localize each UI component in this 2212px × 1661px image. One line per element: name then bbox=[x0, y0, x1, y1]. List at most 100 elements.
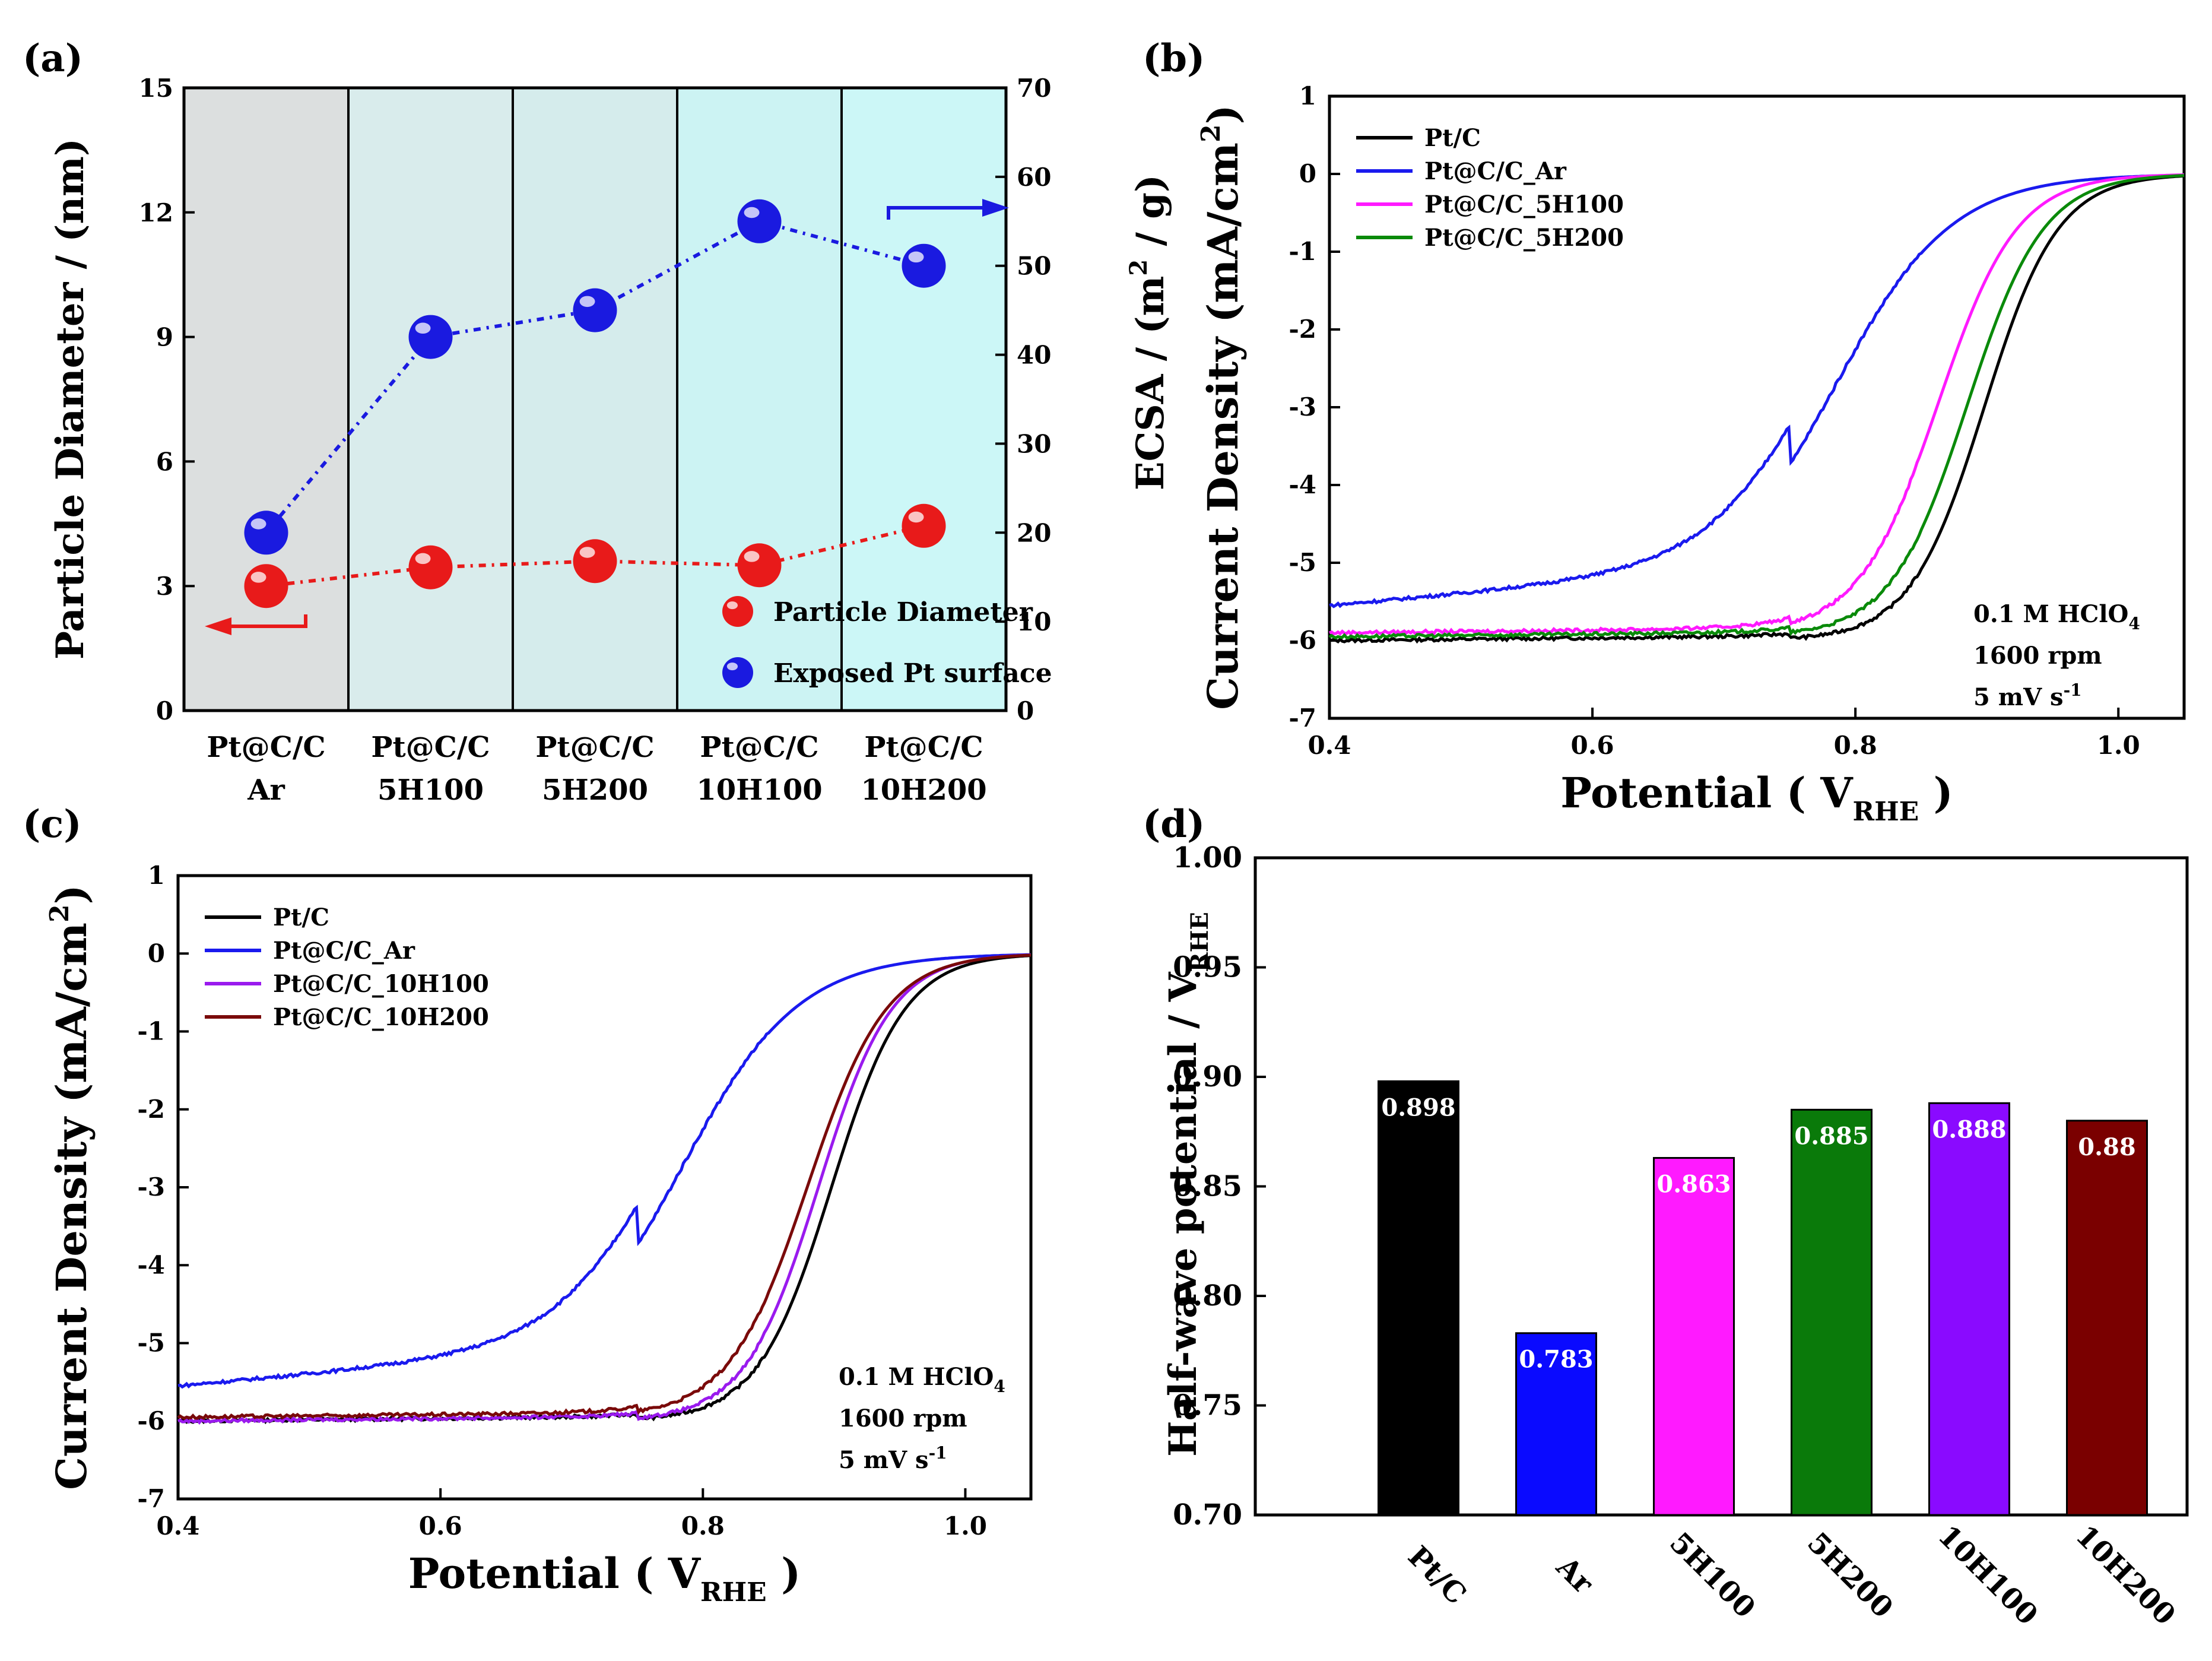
data-point bbox=[408, 545, 453, 589]
panel-b: (b) 1 0 -1 -2 -3 -4 -5 -6 -70.4 0.6 0.8 1.0 Potential… bbox=[1143, 36, 2186, 827]
y-tick-label: -4 bbox=[137, 1250, 165, 1279]
bar-value-label: 0.885 bbox=[1794, 1122, 1868, 1150]
annotation: 1600 rpm bbox=[1973, 642, 2102, 670]
y-tick-label: 0 bbox=[148, 939, 165, 968]
y-tick-label: 6 bbox=[156, 447, 173, 476]
bar-value-label: 0.783 bbox=[1519, 1346, 1593, 1374]
y-tick-label: -5 bbox=[1289, 548, 1316, 577]
data-point bbox=[573, 288, 617, 332]
annotation: 5 mV s-1 bbox=[839, 1443, 947, 1474]
x-tick-label: 0.4 bbox=[156, 1511, 199, 1540]
y-tick-label: -1 bbox=[1289, 237, 1316, 266]
bar bbox=[1791, 1108, 1873, 1516]
data-point-highlight bbox=[415, 322, 431, 334]
x-tick-label: 1.0 bbox=[944, 1511, 987, 1540]
series-line bbox=[266, 524, 925, 588]
y-tick-label: -1 bbox=[137, 1017, 165, 1046]
series-line bbox=[265, 219, 925, 534]
y-tick-label: 0.95 bbox=[1173, 951, 1242, 984]
bar bbox=[1653, 1157, 1735, 1516]
data-point-highlight bbox=[744, 207, 760, 218]
data-point-highlight bbox=[744, 551, 760, 562]
y2-tick-label: 70 bbox=[1017, 74, 1051, 103]
series-curve bbox=[1329, 174, 2185, 644]
x-tick-label: 0.6 bbox=[1571, 731, 1614, 760]
y-axis-label: Current Density (mA/cm2) bbox=[1196, 104, 1248, 710]
y-tick-label: 1 bbox=[1299, 81, 1316, 110]
x-tick-label: Pt@C/C bbox=[371, 731, 490, 764]
bar-value-label: 0.898 bbox=[1381, 1093, 1455, 1121]
x-tick-label: 1.0 bbox=[2097, 731, 2140, 760]
y2-tick-label: 10 bbox=[1017, 607, 1051, 636]
bar bbox=[2066, 1120, 2148, 1516]
y-tick-label: -6 bbox=[1289, 626, 1316, 655]
data-point bbox=[902, 243, 946, 288]
y-tick-label: 12 bbox=[139, 198, 173, 227]
data-point-highlight bbox=[415, 553, 431, 565]
x-tick-label: 5H200 bbox=[1801, 1526, 1899, 1625]
data-point bbox=[902, 503, 946, 548]
data-point bbox=[573, 539, 617, 584]
data-point bbox=[244, 564, 288, 608]
y2-tick-label: 20 bbox=[1017, 518, 1051, 547]
bar-value-label: 0.88 bbox=[2078, 1133, 2135, 1161]
data-point-highlight bbox=[908, 511, 924, 523]
data-point bbox=[737, 543, 782, 588]
band-2 bbox=[513, 88, 677, 711]
annotation: 0.1 M HClO4 bbox=[1973, 600, 2140, 633]
bar bbox=[1378, 1080, 1459, 1516]
left-arrowhead bbox=[205, 617, 231, 635]
bar bbox=[1928, 1102, 2010, 1516]
data-point-highlight bbox=[579, 296, 595, 308]
y2-tick-label: 50 bbox=[1017, 252, 1051, 281]
y2-tick-label: 30 bbox=[1017, 429, 1051, 458]
left-axis-arrow bbox=[226, 614, 307, 628]
x-tick-label: 0.4 bbox=[1307, 731, 1351, 760]
legend-label: Pt@C/C_Ar bbox=[273, 937, 415, 965]
y-tick-label: -5 bbox=[137, 1329, 165, 1358]
panel-label: (b) bbox=[1143, 36, 1205, 81]
series-curve bbox=[1328, 174, 2185, 640]
legend-label: Particle Diameter bbox=[773, 597, 1033, 627]
panel-a-label: (a) bbox=[23, 36, 83, 81]
y-axis-label: Current Density (mA/cm2) bbox=[45, 885, 96, 1490]
legend-marker-highlight bbox=[726, 601, 738, 610]
data-point-highlight bbox=[908, 251, 924, 263]
x-tick-label: 10H100 bbox=[1931, 1519, 2044, 1632]
panel-d-label: (d) bbox=[1143, 802, 1205, 847]
y-tick-label: -3 bbox=[137, 1172, 165, 1202]
y-tick-label: 0 bbox=[1299, 159, 1316, 188]
y2-axis-label: ECSA / (m2 / g) bbox=[1125, 175, 1173, 490]
legend-label: Pt@C/C_Ar bbox=[1424, 157, 1567, 185]
x-axis-label: Potential ( VRHE ) bbox=[408, 1549, 801, 1608]
legend-label: Pt/C bbox=[1424, 124, 1481, 152]
legend-marker bbox=[722, 596, 753, 627]
x-axis-label: Potential ( VRHE ) bbox=[1560, 768, 1953, 827]
y2-tick-label: 60 bbox=[1017, 163, 1051, 192]
y-axis-label: Half-wave potential / VRHE bbox=[1161, 912, 1214, 1457]
y-tick-label: 9 bbox=[156, 323, 173, 352]
series-curve bbox=[1329, 173, 2185, 608]
series-curve bbox=[177, 953, 1032, 1425]
y-tick-label: -6 bbox=[137, 1406, 165, 1435]
x-tick-label: Pt@C/C bbox=[864, 731, 983, 764]
x-tick-label: 5H200 bbox=[542, 774, 648, 807]
right-arrowhead bbox=[982, 199, 1009, 217]
legend-label: Pt@C/C_10H200 bbox=[273, 1003, 489, 1031]
y2-tick-label: 40 bbox=[1017, 341, 1051, 370]
legend-label: Pt@C/C_5H200 bbox=[1424, 224, 1624, 252]
y-tick-label: -2 bbox=[1289, 315, 1316, 344]
y-tick-label: 0.85 bbox=[1173, 1170, 1242, 1203]
y-tick-label: -7 bbox=[1289, 703, 1316, 733]
x-tick-label: Pt@C/C bbox=[535, 731, 654, 764]
x-tick-label: Ar bbox=[1550, 1550, 1600, 1600]
y-tick-label: 0 bbox=[156, 696, 173, 725]
y-tick-label: 0.90 bbox=[1173, 1060, 1242, 1093]
legend-label: Pt@C/C_10H100 bbox=[273, 970, 489, 998]
band-3 bbox=[677, 88, 842, 711]
y-axis-label: Particle Diameter / (nm) bbox=[48, 138, 93, 660]
y-tick-label: 3 bbox=[156, 572, 173, 601]
panel-d: (d) 0.70 0.75 0.80 0.85 0.90 0.95 1.00 Half-wave… bbox=[1143, 802, 2189, 1632]
bar bbox=[1515, 1332, 1597, 1516]
series-curve bbox=[177, 953, 1032, 1421]
